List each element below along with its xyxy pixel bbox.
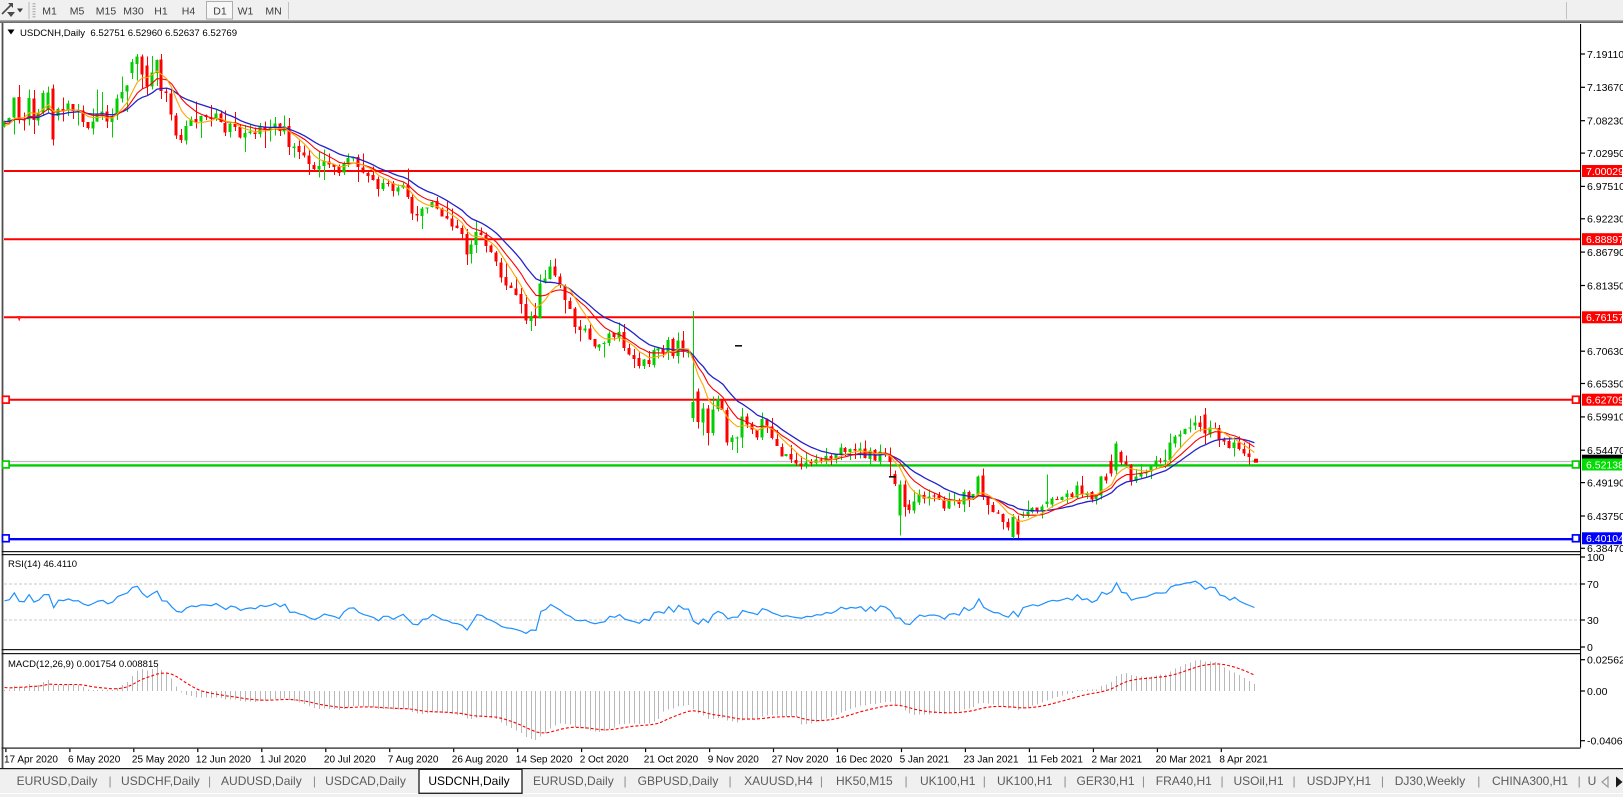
svg-text:|: | [624, 774, 627, 788]
svg-text:USDCNH,Daily: USDCNH,Daily [428, 774, 509, 788]
svg-text:|: | [1578, 774, 1581, 788]
svg-text:|: | [820, 774, 823, 788]
svg-text:6.54470: 6.54470 [1587, 445, 1623, 457]
svg-text:HK50,M15: HK50,M15 [836, 774, 893, 788]
svg-text:6.92230: 6.92230 [1587, 214, 1623, 226]
svg-text:70: 70 [1587, 579, 1599, 591]
svg-text:M5: M5 [70, 6, 85, 18]
svg-text:UK100,H1: UK100,H1 [997, 774, 1053, 788]
svg-text:W1: W1 [238, 6, 254, 18]
svg-text:6.81350: 6.81350 [1587, 280, 1623, 292]
svg-text:|: | [1220, 774, 1223, 788]
svg-text:8 Apr 2021: 8 Apr 2021 [1219, 755, 1268, 766]
svg-text:5 Jan 2021: 5 Jan 2021 [900, 755, 950, 766]
svg-text:MN: MN [265, 6, 281, 18]
svg-text:6.88897: 6.88897 [1586, 234, 1623, 246]
svg-text:6.86790: 6.86790 [1587, 247, 1623, 259]
svg-text:XAUUSD,H4: XAUUSD,H4 [744, 774, 813, 788]
svg-text:27 Nov 2020: 27 Nov 2020 [772, 755, 829, 766]
svg-text:30: 30 [1587, 615, 1599, 627]
svg-text:|: | [1381, 774, 1384, 788]
svg-text:20 Mar 2021: 20 Mar 2021 [1156, 755, 1213, 766]
svg-text:6.76157: 6.76157 [1586, 312, 1623, 324]
svg-text:16 Dec 2020: 16 Dec 2020 [836, 755, 893, 766]
svg-text:|: | [1292, 774, 1295, 788]
svg-text:|: | [1142, 774, 1145, 788]
svg-text:|: | [313, 774, 316, 788]
svg-text:USDJPY,H1: USDJPY,H1 [1307, 774, 1372, 788]
svg-text:7.19110: 7.19110 [1587, 49, 1623, 61]
svg-text:FRA40,H1: FRA40,H1 [1156, 774, 1212, 788]
svg-text:CHINA300,H1: CHINA300,H1 [1492, 774, 1568, 788]
svg-text:7.02950: 7.02950 [1587, 148, 1623, 160]
svg-text:7.00029: 7.00029 [1586, 166, 1623, 178]
svg-text:9 Nov 2020: 9 Nov 2020 [708, 755, 760, 766]
svg-text:11 Feb 2021: 11 Feb 2021 [1028, 755, 1084, 766]
svg-text:0: 0 [1587, 642, 1593, 654]
svg-text:7.08230: 7.08230 [1587, 116, 1623, 128]
svg-text:U: U [1588, 774, 1597, 788]
svg-text:6.49190: 6.49190 [1587, 477, 1623, 489]
svg-text:USDCHF,Daily: USDCHF,Daily [121, 774, 200, 788]
svg-text:6.70630: 6.70630 [1587, 346, 1623, 358]
svg-text:17 Apr 2020: 17 Apr 2020 [4, 755, 58, 766]
svg-text:|: | [1477, 774, 1480, 788]
svg-text:6.38470: 6.38470 [1587, 543, 1623, 555]
svg-text:GBPUSD,Daily: GBPUSD,Daily [638, 774, 719, 788]
svg-text:|: | [208, 774, 211, 788]
svg-text:AUDUSD,Daily: AUDUSD,Daily [221, 774, 302, 788]
svg-text:14 Sep 2020: 14 Sep 2020 [516, 755, 573, 766]
svg-text:M30: M30 [123, 6, 144, 18]
svg-text:6.62709: 6.62709 [1586, 395, 1623, 407]
svg-text:D1: D1 [213, 6, 227, 18]
svg-text:EURUSD,Daily: EURUSD,Daily [17, 774, 98, 788]
svg-text:23 Jan 2021: 23 Jan 2021 [964, 755, 1019, 766]
svg-text:0.00: 0.00 [1587, 686, 1608, 698]
svg-text:12 Jun 2020: 12 Jun 2020 [196, 755, 251, 766]
svg-text:0.025623: 0.025623 [1587, 655, 1623, 667]
svg-text:6.43750: 6.43750 [1587, 511, 1623, 523]
svg-text:100: 100 [1587, 552, 1605, 564]
svg-text:6.65350: 6.65350 [1587, 378, 1623, 390]
svg-text:2 Oct 2020: 2 Oct 2020 [580, 755, 629, 766]
svg-text:M1: M1 [42, 6, 57, 18]
svg-text:|: | [108, 774, 111, 788]
svg-text:7 Aug 2020: 7 Aug 2020 [388, 755, 439, 766]
svg-text:EURUSD,Daily: EURUSD,Daily [533, 774, 614, 788]
svg-text:6 May 2020: 6 May 2020 [68, 755, 121, 766]
svg-text:|: | [983, 774, 986, 788]
svg-text:-0.040687: -0.040687 [1587, 736, 1623, 748]
svg-text:6.97510: 6.97510 [1587, 181, 1623, 193]
svg-text:H1: H1 [154, 6, 168, 18]
svg-text:6.52138: 6.52138 [1586, 459, 1623, 471]
svg-text:25 May 2020: 25 May 2020 [132, 755, 190, 766]
svg-text:DJ30,Weekly: DJ30,Weekly [1395, 774, 1465, 788]
svg-text:MACD(12,26,9) 0.001754 0.00881: MACD(12,26,9) 0.001754 0.008815 [8, 659, 159, 670]
svg-text:26 Aug 2020: 26 Aug 2020 [452, 755, 509, 766]
svg-text:21 Oct 2020: 21 Oct 2020 [644, 755, 699, 766]
svg-text:|: | [1064, 774, 1067, 788]
svg-text:20 Jul 2020: 20 Jul 2020 [324, 755, 376, 766]
svg-text:USDCNH,Daily 6.52751 6.52960: USDCNH,Daily 6.52751 6.52960 6.52637 6.5… [20, 28, 237, 39]
svg-text:1 Jul 2020: 1 Jul 2020 [260, 755, 307, 766]
svg-text:6.40104: 6.40104 [1586, 533, 1623, 545]
svg-text:RSI(14) 46.4110: RSI(14) 46.4110 [8, 559, 77, 570]
svg-text:H4: H4 [182, 6, 196, 18]
svg-text:UK100,H1: UK100,H1 [920, 774, 976, 788]
svg-text:USDCAD,Daily: USDCAD,Daily [325, 774, 406, 788]
svg-text:7.13670: 7.13670 [1587, 82, 1623, 94]
svg-text:|: | [728, 774, 731, 788]
svg-text:6.59910: 6.59910 [1587, 412, 1623, 424]
svg-text:2 Mar 2021: 2 Mar 2021 [1092, 755, 1143, 766]
svg-text:USOil,H1: USOil,H1 [1233, 774, 1283, 788]
svg-text:M15: M15 [96, 6, 117, 18]
svg-text:GER30,H1: GER30,H1 [1076, 774, 1134, 788]
svg-text:|: | [904, 774, 907, 788]
